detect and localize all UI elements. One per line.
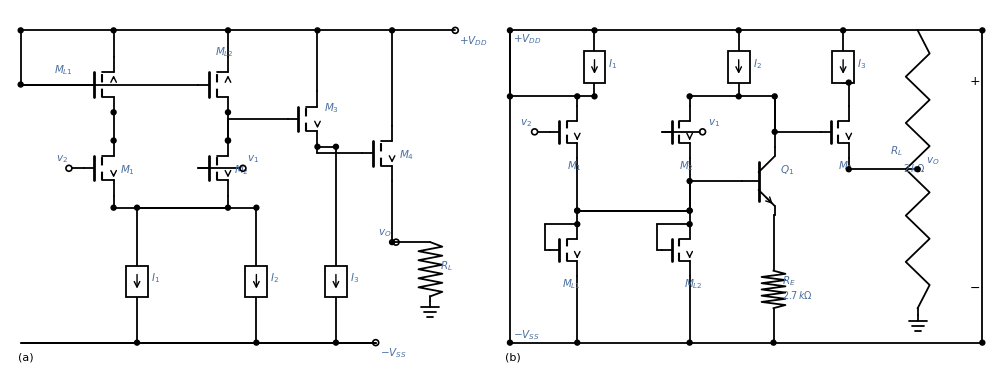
Circle shape	[333, 340, 338, 345]
Bar	[325, 266, 346, 297]
Circle shape	[772, 129, 777, 134]
Circle shape	[111, 205, 116, 210]
Text: $-V_{SS}$: $-V_{SS}$	[380, 347, 407, 360]
Text: $I_3$: $I_3$	[349, 272, 358, 285]
Circle shape	[772, 94, 777, 99]
Circle shape	[575, 94, 580, 99]
Text: $M_{L2}$: $M_{L2}$	[684, 278, 703, 291]
Circle shape	[18, 28, 23, 33]
Bar	[583, 51, 605, 82]
Circle shape	[508, 340, 513, 345]
Circle shape	[575, 222, 580, 227]
Text: $M_4$: $M_4$	[399, 148, 414, 162]
Text: $I_1$: $I_1$	[608, 57, 617, 70]
Circle shape	[333, 144, 338, 149]
Circle shape	[592, 28, 597, 33]
Circle shape	[111, 110, 116, 115]
Circle shape	[687, 94, 692, 99]
Text: $M_3$: $M_3$	[838, 159, 853, 173]
Text: $M_2$: $M_2$	[679, 159, 694, 173]
Circle shape	[687, 208, 692, 213]
Circle shape	[315, 28, 320, 33]
Text: $v_2$: $v_2$	[520, 117, 532, 129]
Circle shape	[226, 205, 231, 210]
Circle shape	[226, 110, 231, 115]
Circle shape	[226, 138, 231, 143]
Text: $M_1$: $M_1$	[120, 163, 135, 177]
Bar	[246, 266, 267, 297]
Bar	[728, 51, 749, 82]
Circle shape	[226, 138, 231, 143]
Circle shape	[508, 94, 513, 99]
Text: $v_1$: $v_1$	[708, 117, 720, 129]
Circle shape	[111, 28, 116, 33]
Text: $M_{L1}$: $M_{L1}$	[562, 278, 581, 291]
Text: $M_3$: $M_3$	[324, 101, 339, 115]
Text: $R_L$: $R_L$	[890, 144, 902, 158]
Circle shape	[135, 205, 140, 210]
Circle shape	[18, 82, 23, 87]
Circle shape	[575, 208, 580, 213]
Text: (a): (a)	[18, 352, 33, 363]
Text: (b): (b)	[505, 352, 521, 363]
Text: $-$: $-$	[969, 281, 980, 294]
Circle shape	[736, 28, 741, 33]
Text: $M_1$: $M_1$	[567, 159, 582, 173]
Text: $R_L$: $R_L$	[440, 259, 453, 273]
Text: $2.7\,k\Omega$: $2.7\,k\Omega$	[782, 289, 814, 301]
Circle shape	[915, 167, 920, 172]
Circle shape	[575, 208, 580, 213]
Text: $+V_{DD}$: $+V_{DD}$	[513, 32, 542, 46]
Text: $M_{L1}$: $M_{L1}$	[54, 63, 74, 76]
Circle shape	[592, 94, 597, 99]
Text: $v_O$: $v_O$	[925, 155, 940, 167]
Circle shape	[771, 340, 776, 345]
Text: $v_2$: $v_2$	[56, 153, 68, 165]
Text: $+$: $+$	[969, 75, 980, 88]
Circle shape	[315, 144, 320, 149]
Text: $I_3$: $I_3$	[857, 57, 866, 70]
Circle shape	[687, 179, 692, 184]
Text: $v_O$: $v_O$	[379, 227, 392, 239]
Circle shape	[226, 28, 231, 33]
Text: $M_2$: $M_2$	[235, 163, 250, 177]
Bar	[126, 266, 148, 297]
Text: $Q_1$: $Q_1$	[780, 163, 795, 177]
Text: $+V_{DD}$: $+V_{DD}$	[459, 34, 487, 48]
Circle shape	[980, 28, 985, 33]
Circle shape	[687, 340, 692, 345]
Text: $I_1$: $I_1$	[151, 272, 160, 285]
Text: $I_2$: $I_2$	[270, 272, 279, 285]
Bar	[832, 51, 854, 82]
Circle shape	[736, 94, 741, 99]
Circle shape	[687, 222, 692, 227]
Text: $v_1$: $v_1$	[247, 153, 259, 165]
Circle shape	[846, 167, 851, 172]
Circle shape	[135, 340, 140, 345]
Circle shape	[687, 208, 692, 213]
Circle shape	[390, 240, 395, 245]
Circle shape	[846, 80, 851, 85]
Text: $-V_{SS}$: $-V_{SS}$	[513, 329, 540, 342]
Text: $R_E$: $R_E$	[782, 275, 797, 288]
Text: $M_{L2}$: $M_{L2}$	[214, 45, 234, 59]
Text: $2\,k\Omega$: $2\,k\Omega$	[903, 162, 925, 174]
Circle shape	[575, 340, 580, 345]
Text: $I_2$: $I_2$	[752, 57, 761, 70]
Circle shape	[111, 138, 116, 143]
Circle shape	[841, 28, 846, 33]
Circle shape	[508, 28, 513, 33]
Circle shape	[390, 28, 395, 33]
Circle shape	[980, 340, 985, 345]
Circle shape	[254, 340, 259, 345]
Circle shape	[254, 205, 259, 210]
